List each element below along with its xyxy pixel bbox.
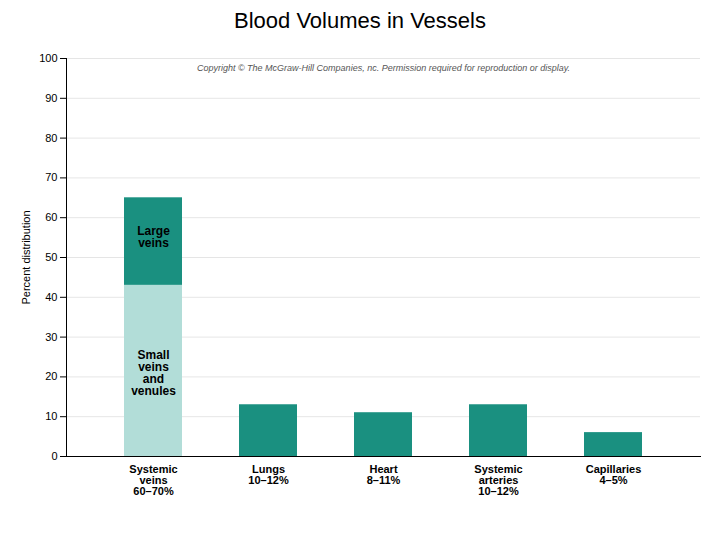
svg-text:70: 70 <box>45 171 57 183</box>
svg-text:100: 100 <box>39 52 57 64</box>
svg-text:Heart8–11%: Heart8–11% <box>367 463 401 486</box>
svg-text:Capillaries4–5%: Capillaries4–5% <box>586 463 642 486</box>
svg-text:20: 20 <box>45 370 57 382</box>
svg-text:50: 50 <box>45 251 57 263</box>
svg-text:Percent distribution: Percent distribution <box>20 210 32 304</box>
svg-text:30: 30 <box>45 331 57 343</box>
svg-text:Smallveinsandvenules: Smallveinsandvenules <box>131 348 176 398</box>
svg-text:Largeveins: Largeveins <box>137 224 170 250</box>
svg-text:Systemicarteries10–12%: Systemicarteries10–12% <box>474 463 522 497</box>
svg-text:Copyright © The McGraw-Hill Co: Copyright © The McGraw-Hill Companies, n… <box>197 63 570 73</box>
svg-text:40: 40 <box>45 291 57 303</box>
svg-text:90: 90 <box>45 92 57 104</box>
svg-text:Lungs10–12%: Lungs10–12% <box>248 463 289 486</box>
svg-text:10: 10 <box>45 410 57 422</box>
svg-text:80: 80 <box>45 132 57 144</box>
svg-text:60: 60 <box>45 211 57 223</box>
html-text:Blood Volumes in Vessels: Blood Volumes in Vessels <box>234 8 486 33</box>
svg-text:Systemicveins60–70%: Systemicveins60–70% <box>129 463 177 497</box>
svg-text:0: 0 <box>51 450 57 462</box>
